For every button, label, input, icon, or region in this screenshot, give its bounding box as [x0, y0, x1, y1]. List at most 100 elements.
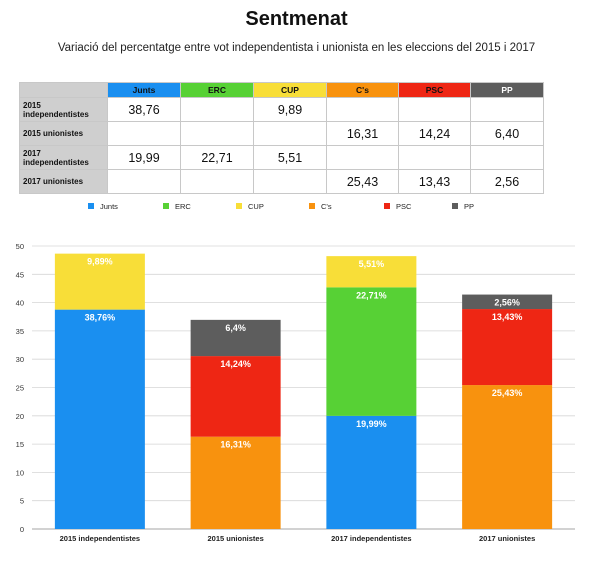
table-cell [180, 97, 254, 122]
table-cell [253, 169, 327, 194]
table-cell [107, 121, 181, 146]
legend-swatch [384, 203, 390, 210]
legend: Junts ERC CUP C's PSC PP [0, 202, 593, 216]
data-label: 16,31% [220, 440, 251, 450]
table-cell: 5,51 [253, 145, 327, 170]
data-label: 14,24% [220, 359, 251, 369]
data-table: Junts ERC CUP C's PSC PP 2015 independentiste… [19, 82, 544, 194]
table-cell: 25,43 [326, 169, 399, 194]
data-label: 13,43% [492, 312, 523, 322]
data-label: 5,51% [359, 259, 385, 269]
legend-label: CUP [248, 202, 264, 211]
table-corner [19, 82, 108, 98]
bar-segment [190, 319, 281, 357]
x-tick-label: 2017 unionistes [479, 534, 535, 543]
y-tick-label: 5 [20, 497, 24, 506]
table-cell: 14,24 [398, 121, 471, 146]
bar-segment [462, 309, 553, 386]
y-tick-label: 15 [16, 440, 24, 449]
table-cell [326, 97, 399, 122]
data-label: 2,56% [494, 298, 520, 308]
table-cell [398, 97, 471, 122]
legend-swatch [88, 203, 94, 210]
table-row: 2017 independentistes 19,99 22,71 5,51 [19, 145, 544, 170]
table-cell: 38,76 [107, 97, 181, 122]
bar-segment [462, 385, 553, 529]
data-label: 9,89% [87, 257, 113, 267]
table-cell: 6,40 [470, 121, 544, 146]
legend-label: Junts [100, 202, 118, 211]
table-column-header: ERC [180, 82, 254, 98]
legend-swatch [309, 203, 315, 210]
table-cell: 2,56 [470, 169, 544, 194]
y-tick-label: 10 [16, 468, 24, 477]
legend-label: PP [464, 202, 475, 211]
table-cell [180, 169, 254, 194]
data-label: 19,99% [356, 419, 387, 429]
y-tick-label: 45 [16, 270, 24, 279]
x-tick-label: 2015 unionistes [207, 534, 263, 543]
bar-segment [326, 256, 417, 288]
legend-label: ERC [175, 202, 191, 211]
x-tick-label: 2017 independentistes [331, 534, 411, 543]
table-row-label: 2015 unionistes [19, 121, 108, 146]
bar-segment [326, 287, 417, 416]
bar-segment [190, 356, 281, 437]
legend-item: PSC [384, 202, 411, 211]
table-row: 2017 unionistes 25,43 13,43 2,56 [19, 169, 544, 194]
legend-item: PP [452, 202, 474, 211]
legend-item: C's [309, 202, 332, 211]
y-tick-label: 20 [16, 412, 24, 421]
chart-title: Sentmenat [245, 8, 348, 30]
y-tick-label: 30 [16, 355, 24, 364]
data-label: 6,4% [225, 323, 246, 333]
legend-swatch [163, 203, 169, 210]
bar-segment [190, 436, 281, 529]
y-tick-label: 25 [16, 384, 24, 393]
legend-swatch [452, 203, 458, 210]
legend-swatch [236, 203, 242, 210]
table-row: 2015 unionistes 16,31 14,24 6,40 [19, 121, 544, 146]
table-column-header: C's [326, 82, 399, 98]
data-label: 38,76% [85, 313, 116, 323]
table-cell [326, 145, 399, 170]
stacked-bar-chart: 0 5 10 15 20 25 30 35 40 45 50 38,76% 9,89% 2015 inde… [16, 242, 575, 543]
legend-item: ERC [163, 202, 191, 211]
bar-segment [54, 253, 145, 310]
table-row-label: 2017 unionistes [19, 169, 108, 194]
legend-item: Junts [88, 202, 118, 211]
table-cell [253, 121, 327, 146]
legend-item: CUP [236, 202, 264, 211]
table-row: 2015 independentistes 38,76 9,89 [19, 97, 544, 122]
table-cell [470, 145, 544, 170]
y-tick-label: 50 [16, 242, 24, 251]
bar-segment [326, 415, 417, 529]
data-label: 22,71% [356, 290, 387, 300]
table-cell: 16,31 [326, 121, 399, 146]
table-cell: 9,89 [253, 97, 327, 122]
table-row-label: 2017 independentistes [19, 145, 108, 170]
chart-subtitle: Variació del percentatge entre vot indep… [57, 42, 536, 54]
table-header-row: Junts ERC CUP C's PSC PP [19, 82, 544, 98]
table-cell: 13,43 [398, 169, 471, 194]
table-column-header: PSC [398, 82, 471, 98]
table-cell [107, 169, 181, 194]
table-cell: 22,71 [180, 145, 254, 170]
x-tick-label: 2015 independentistes [60, 534, 140, 543]
table-cell [470, 97, 544, 122]
bar-segment [54, 309, 145, 529]
y-tick-label: 35 [16, 327, 24, 336]
bar-segment [462, 294, 553, 310]
table-column-header: CUP [253, 82, 327, 98]
table-cell: 19,99 [107, 145, 181, 170]
table-column-header: Junts [107, 82, 181, 98]
legend-label: PSC [396, 202, 412, 211]
y-tick-label: 40 [16, 299, 24, 308]
data-label: 25,43% [492, 388, 523, 398]
y-tick-label: 0 [20, 525, 24, 534]
legend-label: C's [321, 202, 332, 211]
table-row-label: 2015 independentistes [19, 97, 108, 122]
table-cell [180, 121, 254, 146]
table-cell [398, 145, 471, 170]
table-column-header: PP [470, 82, 544, 98]
